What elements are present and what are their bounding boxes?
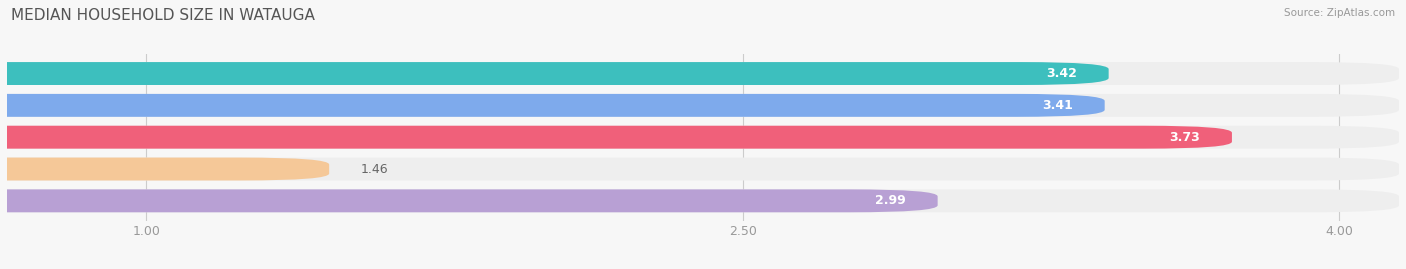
- FancyBboxPatch shape: [0, 189, 1399, 212]
- Text: 3.41: 3.41: [1042, 99, 1073, 112]
- FancyBboxPatch shape: [0, 94, 1105, 117]
- FancyBboxPatch shape: [0, 126, 1232, 149]
- FancyBboxPatch shape: [0, 62, 1399, 85]
- FancyBboxPatch shape: [0, 189, 938, 212]
- FancyBboxPatch shape: [0, 158, 1399, 180]
- Text: MEDIAN HOUSEHOLD SIZE IN WATAUGA: MEDIAN HOUSEHOLD SIZE IN WATAUGA: [11, 8, 315, 23]
- Text: 3.73: 3.73: [1170, 131, 1201, 144]
- FancyBboxPatch shape: [0, 94, 1399, 117]
- Text: Source: ZipAtlas.com: Source: ZipAtlas.com: [1284, 8, 1395, 18]
- Text: 1.46: 1.46: [361, 162, 388, 175]
- FancyBboxPatch shape: [0, 62, 1109, 85]
- FancyBboxPatch shape: [0, 158, 329, 180]
- FancyBboxPatch shape: [0, 126, 1399, 149]
- Text: 2.99: 2.99: [875, 194, 905, 207]
- Text: 3.42: 3.42: [1046, 67, 1077, 80]
